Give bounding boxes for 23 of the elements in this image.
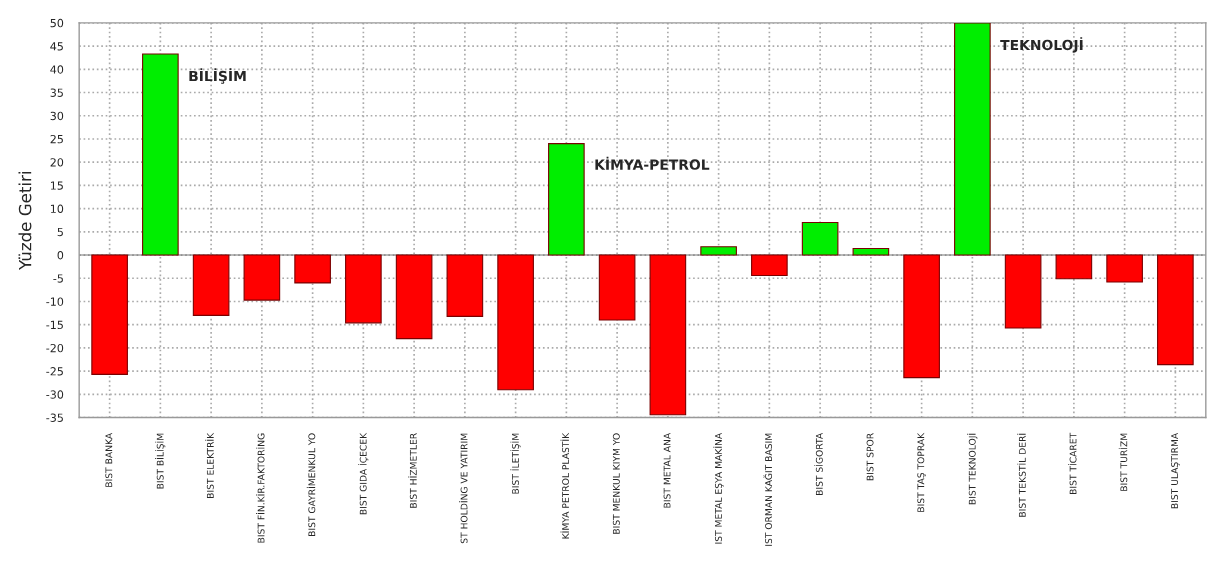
- bar: [954, 22, 991, 256]
- bar: [852, 247, 890, 256]
- bar: [903, 254, 940, 379]
- bar: [1055, 254, 1093, 280]
- bar: [345, 254, 382, 324]
- bar: [1106, 254, 1143, 283]
- bar: [142, 53, 179, 256]
- bar: [801, 221, 839, 256]
- bar: [751, 254, 788, 277]
- bar: [649, 254, 687, 416]
- bar: [598, 254, 636, 321]
- y-axis-title: Yüzde Getiri: [18, 172, 32, 271]
- bar: [192, 254, 230, 316]
- bar: [1157, 254, 1194, 366]
- bar: [91, 254, 128, 375]
- bar: [294, 254, 331, 284]
- bar: [243, 254, 281, 301]
- bar: [1004, 254, 1042, 329]
- bar: [395, 254, 433, 340]
- bar: [548, 143, 585, 256]
- bar: [446, 254, 484, 317]
- bar: [497, 254, 534, 391]
- bar: [700, 246, 737, 256]
